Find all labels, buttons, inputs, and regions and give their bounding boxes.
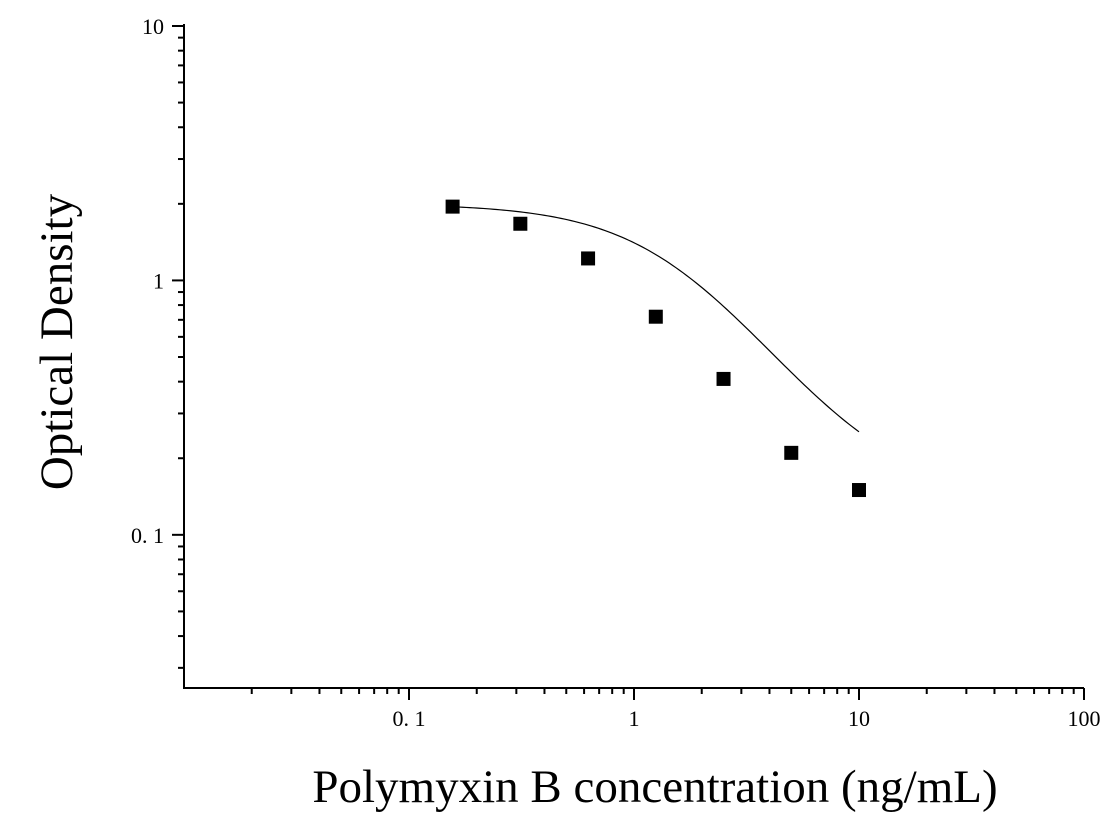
y-tick-label: 0. 1 [131,523,164,548]
data-point [852,483,866,498]
data-point [513,216,528,231]
y-axis-title: Optical Density [31,193,83,490]
data-point [784,445,799,460]
y-tick-label: 10 [142,14,164,39]
plot-area: 0. 1 1 10 100 0. 1 1 10 [131,14,1101,731]
x-axis-title: Polymyxin B concentration (ng/mL) [312,761,997,813]
x-tick-label: 0. 1 [393,706,426,731]
x-tick-label: 1 [629,706,640,731]
x-tick-label: 10 [848,706,870,731]
data-point [581,251,596,266]
fit-curve [452,206,860,433]
data-point [716,371,731,386]
data-point [445,199,460,214]
data-point [648,309,663,324]
y-tick-label: 1 [153,268,164,293]
x-tick-label: 100 [1068,706,1101,731]
